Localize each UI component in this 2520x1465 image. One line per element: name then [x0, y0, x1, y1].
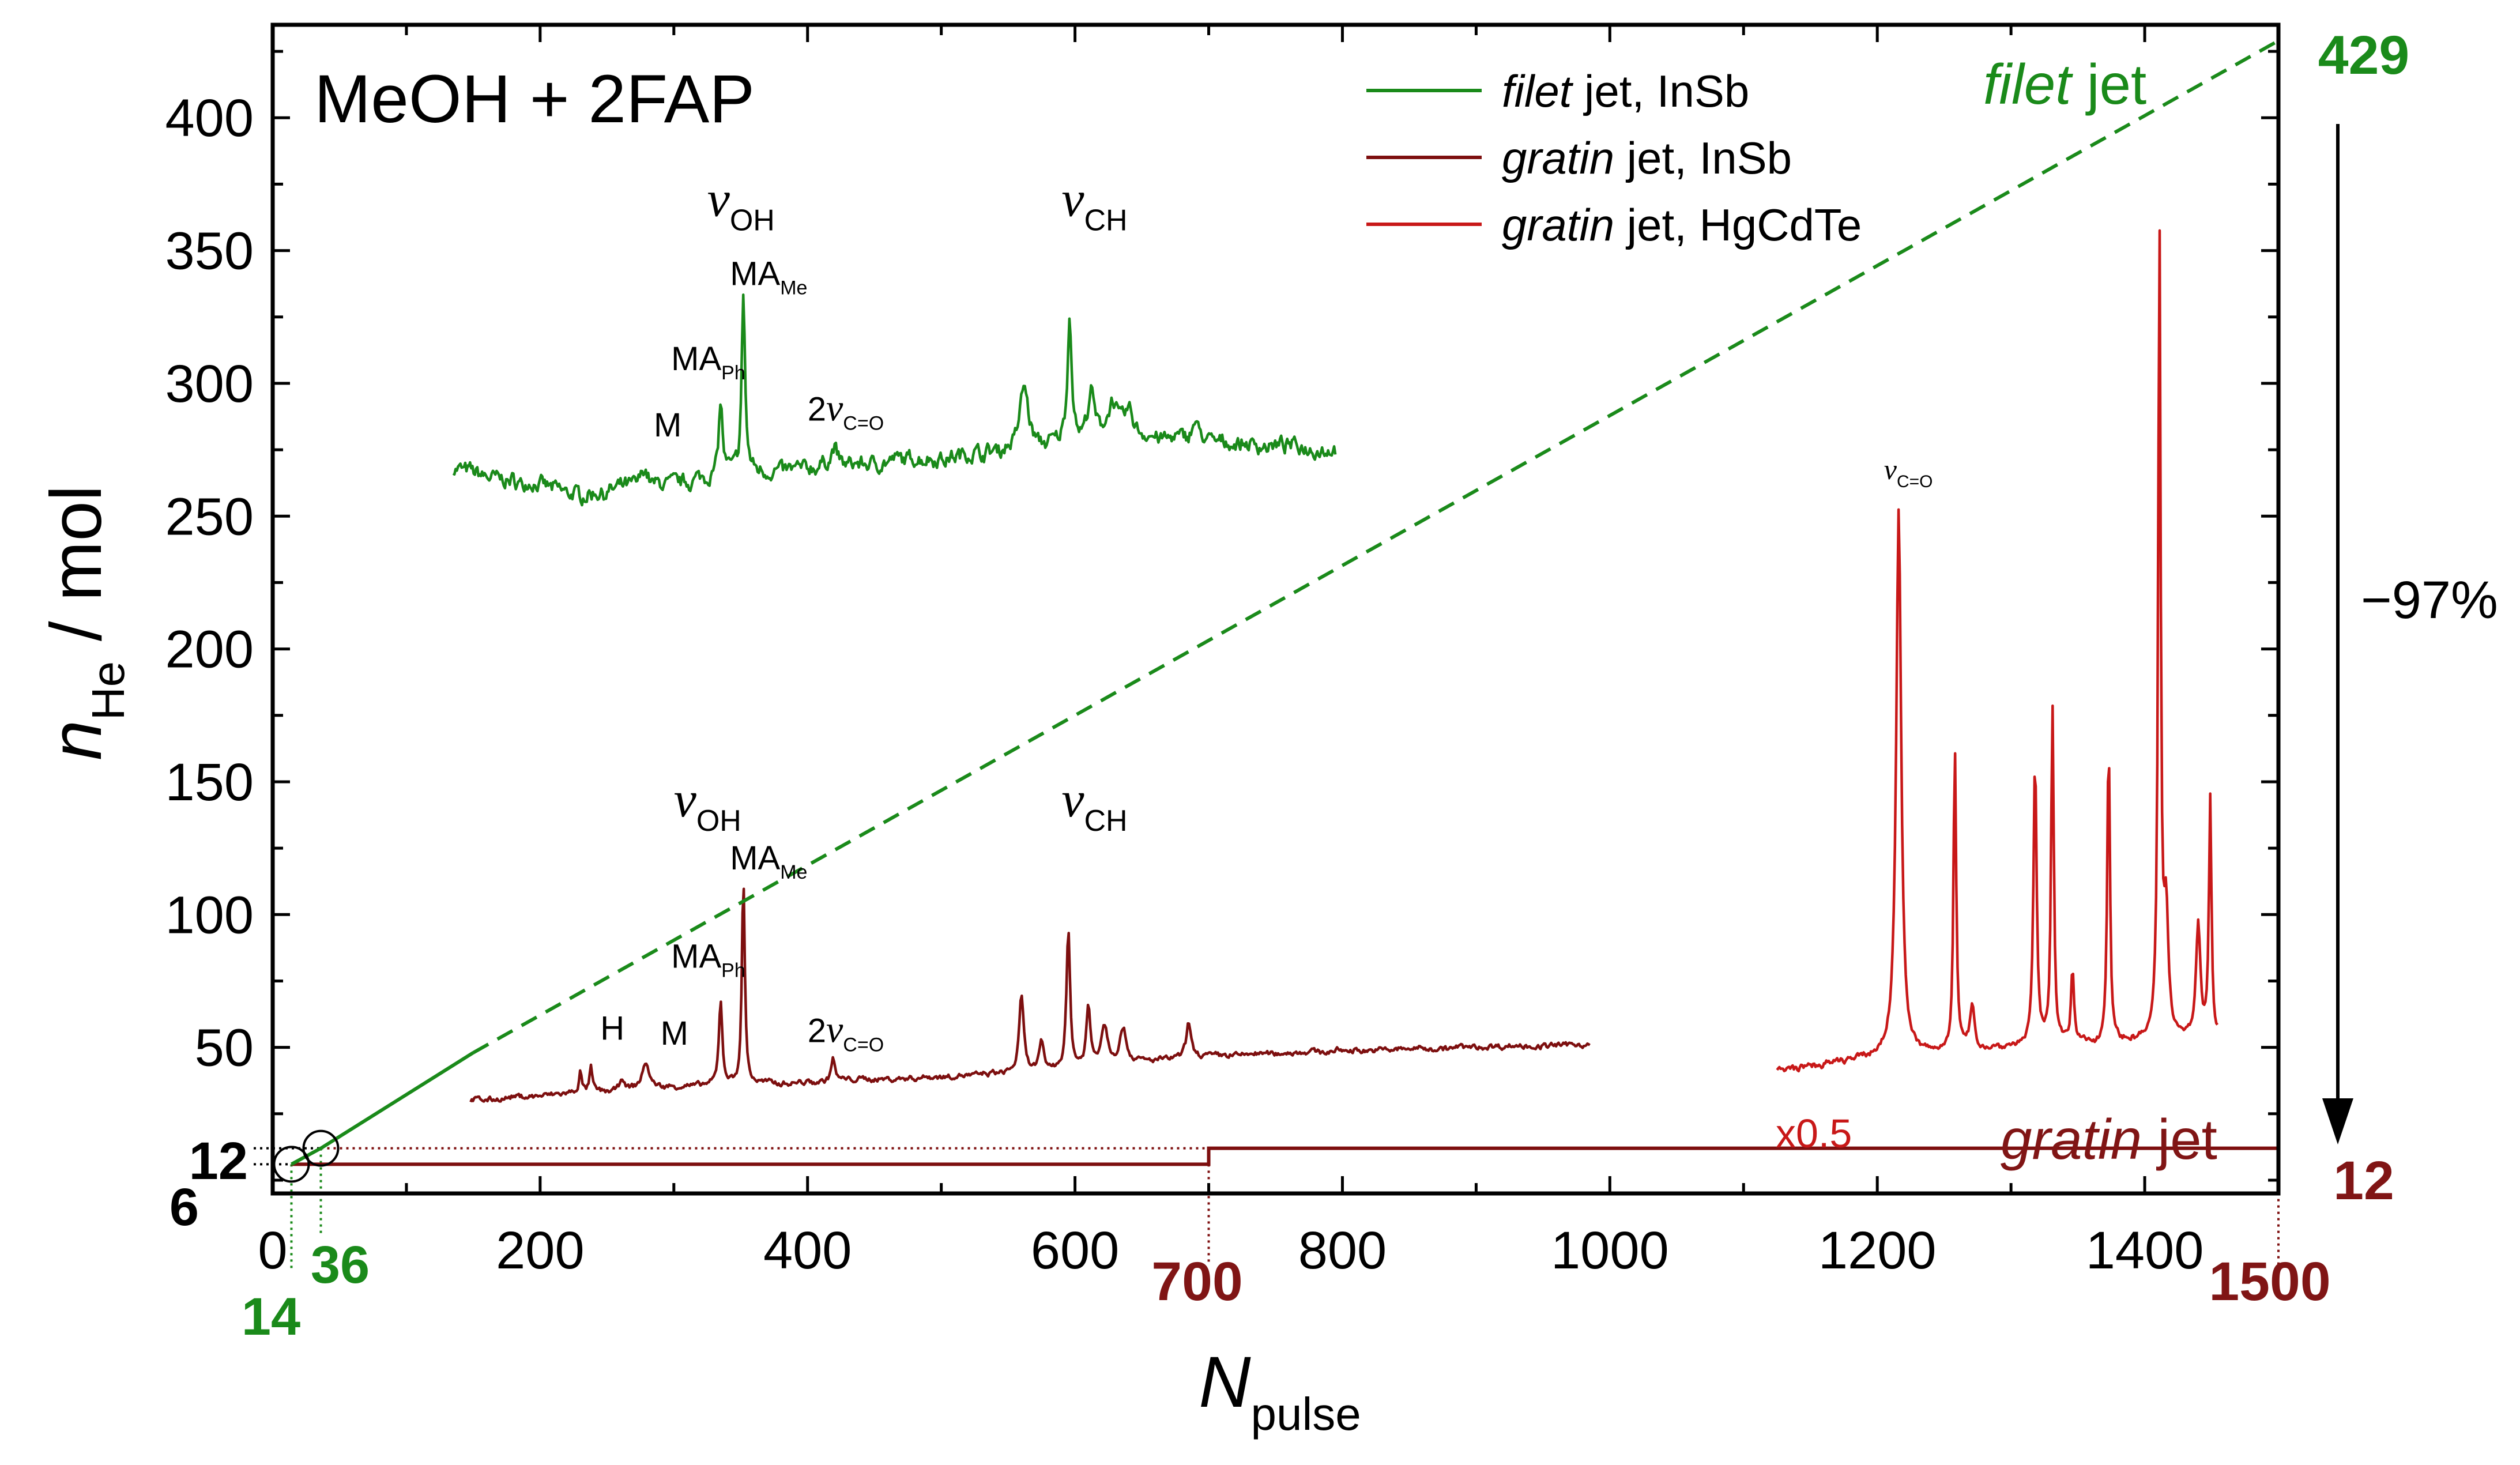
annotation-main: MA [730, 839, 780, 877]
annotation-sub: C=O [843, 1034, 884, 1056]
annotation-8: νCH [1061, 772, 1127, 838]
annotation-14: νC=O [1884, 453, 1933, 491]
x-tick-label: 400 [763, 1221, 852, 1280]
y-axis-label-main: n [36, 720, 116, 760]
callout-gratin-jet-italic: gratin [2001, 1108, 2142, 1171]
annotation-7: νOH [674, 772, 741, 838]
chart-title: MeOH + 2FAP [314, 61, 755, 137]
annotation-main: ν [674, 772, 697, 828]
annotation-sub: C=O [843, 412, 884, 434]
y-axis-label: nHe / mol [36, 485, 134, 760]
callout-scale: x0.5 [1776, 1111, 1852, 1156]
annotation-1: νOH [707, 172, 775, 238]
annotation-sub: Ph [721, 362, 745, 384]
marker-circle-1 [302, 1129, 340, 1167]
spectrum-gratin-hgcdte [1776, 229, 2219, 1073]
y-tick-label: 350 [165, 222, 254, 281]
y-tick-label: 150 [165, 753, 254, 812]
legend-entry-1: gratin jet, InSb [1502, 133, 1792, 183]
y-tick-label: 400 [165, 89, 254, 148]
legend-entry-italic: gratin [1502, 133, 1614, 183]
spectrum-filet-insb [452, 293, 1337, 507]
callout-value-1500: 1500 [2209, 1251, 2330, 1312]
annotation-sub: CH [1084, 804, 1127, 838]
x-axis-label: Npulse [1199, 1342, 1361, 1440]
annotation-main: MA [671, 937, 721, 975]
callout-value-700: 700 [1151, 1251, 1243, 1312]
filet-dashed-line [472, 39, 2280, 1055]
x-tick-label: 600 [1031, 1221, 1120, 1280]
annotation-main: ν [707, 172, 730, 228]
x-tick-label: 1000 [1551, 1221, 1669, 1280]
annotation-sub: Me [780, 861, 807, 883]
x-axis-label-main: N [1199, 1342, 1251, 1422]
annotation-9: MAMe [730, 839, 807, 883]
legend-entry-2: gratin jet, HgCdTe [1502, 199, 1862, 250]
legend-entry-rest: jet, InSb [1614, 133, 1792, 183]
annotation-10: MAPh [671, 937, 745, 981]
annotation-3: MAMe [730, 255, 807, 299]
annotation-sub: C=O [1897, 472, 1933, 491]
annotation-6: 2νC=O [808, 387, 884, 434]
callout-value-429: 429 [2318, 25, 2410, 86]
legend-entry-0: filet jet, InSb [1502, 66, 1749, 116]
plot-frame [270, 22, 2281, 1196]
legend-entry-rest: jet, InSb [1572, 66, 1749, 116]
annotation-13: 2νC=O [808, 1008, 884, 1056]
annotation-main: ν [826, 387, 843, 429]
annotation-main: MA [730, 255, 780, 292]
annotation-sub: CH [1084, 204, 1127, 238]
plot-area: 0 200 400 600 800 1000 1200 1400 50 100 150 200 250 3… [36, 22, 2498, 1440]
x-tick-label: 1200 [1818, 1221, 1937, 1280]
filet-solid-line [291, 1051, 474, 1166]
annotation-sub: OH [730, 204, 775, 238]
annotation-4: MAPh [671, 340, 745, 384]
y-tick-label: 300 [165, 355, 254, 413]
y-tick-label: 50 [195, 1019, 254, 1078]
y-tick-label: 100 [165, 886, 254, 944]
legend-entry-italic: filet [1502, 66, 1574, 116]
y-tick-label: 200 [165, 620, 254, 679]
callout-percent: −97% [2361, 571, 2498, 630]
x-tick-label: 0 [258, 1221, 287, 1280]
legend-entry-italic: gratin [1502, 199, 1614, 250]
legend-entry-rest: jet, HgCdTe [1614, 199, 1862, 250]
annotation-sub: Me [780, 277, 807, 299]
y-axis-label-unit: / mol [36, 485, 116, 661]
callout-filet-jet-rest: jet [2071, 52, 2147, 116]
annotation-main: ν [1884, 453, 1897, 485]
callout-filet-jet-italic: filet [1983, 52, 2073, 116]
gratin-step-line [291, 1146, 2278, 1166]
spectrum-gratin-insb [469, 887, 1591, 1103]
callout-gratin-jet: gratin jet [2001, 1108, 2217, 1171]
annotation-main: MA [671, 340, 721, 378]
x-axis-label-sub: pulse [1251, 1388, 1361, 1440]
callout-value-12-left: 12 [189, 1132, 248, 1191]
callout-filet-jet: filet jet [1983, 52, 2146, 116]
annotation-main: ν [826, 1008, 843, 1050]
x-tick-label: 1400 [2086, 1221, 2204, 1280]
callout-value-36: 36 [311, 1236, 370, 1294]
annotation-main: ν [1061, 172, 1084, 228]
annotation-12: M [661, 1015, 688, 1052]
x-tick-label: 800 [1298, 1221, 1387, 1280]
annotation-11: H [600, 1010, 624, 1047]
callout-value-12-right: 12 [2333, 1150, 2394, 1211]
annotation-sub: Ph [721, 959, 745, 981]
annotation-pre: 2 [808, 390, 826, 428]
percent-arrow-head [2322, 1098, 2353, 1144]
y-axis-label-group: nHe / mol [36, 485, 134, 760]
annotation-2: νCH [1061, 172, 1127, 238]
y-axis-label-sub: He [82, 661, 134, 720]
callout-gratin-jet-rest: jet [2142, 1108, 2217, 1171]
annotation-sub: OH [696, 804, 741, 838]
annotation-pre: 2 [808, 1012, 826, 1049]
annotation-5: M [654, 406, 681, 444]
x-tick-label: 200 [496, 1221, 585, 1280]
annotation-main: ν [1061, 772, 1084, 828]
callout-value-6-left: 6 [169, 1178, 199, 1237]
callout-value-14: 14 [242, 1287, 300, 1346]
y-tick-label: 250 [165, 487, 254, 546]
